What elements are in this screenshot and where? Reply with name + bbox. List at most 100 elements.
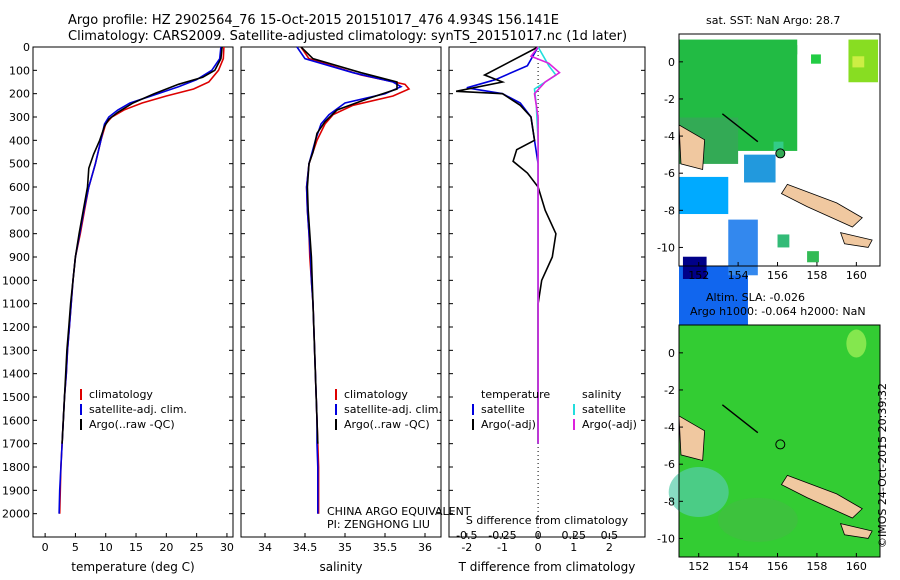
series-line-1 — [58, 46, 225, 514]
map-panel-2: 152 154 156 158 160 0 -2 -4 -6 -8 -10 — [657, 324, 881, 573]
y-tick-label: 1900 — [2, 484, 30, 497]
map-x-tick-label: 154 — [728, 269, 749, 282]
x-tick-label: 5 — [72, 541, 79, 554]
map-x-tick-label: 156 — [767, 560, 788, 573]
y-tick-label: 1100 — [2, 298, 30, 311]
top-axis-label: S difference from climatology — [466, 514, 629, 527]
header-line2: Climatology: CARS2009. Satellite-adjuste… — [68, 29, 628, 44]
x-tick-label: 35.5 — [373, 541, 398, 554]
map-y-tick-label: -4 — [664, 421, 675, 434]
profile-panel-2: 34 34.5 35 35.5 36 salinity climatology satelli… — [240, 46, 442, 574]
x-tick-label: 34 — [258, 541, 272, 554]
land-new-ireland — [721, 113, 759, 143]
y-tick-label: 1000 — [2, 274, 30, 287]
land-solomon-islands — [780, 183, 863, 228]
top-tick-label: -0.5 — [456, 529, 477, 542]
y-tick-label: 800 — [9, 228, 30, 241]
sst-pixel-block — [744, 154, 776, 183]
anomaly-blob — [717, 497, 798, 542]
header-line1: Argo profile: HZ 2902564_76 15-Oct-2015 … — [68, 13, 559, 28]
legend-label: satellite — [582, 403, 626, 416]
series-line-2 — [58, 46, 222, 514]
legend-label: satellite-adj. clim. — [344, 403, 442, 416]
legend-label: Argo(..raw -QC) — [89, 418, 175, 431]
y-tick-label: 1500 — [2, 391, 30, 404]
map-y-tick-label: -6 — [664, 458, 675, 471]
map-y-tick-label: -10 — [657, 241, 675, 254]
x-tick-label: 25 — [190, 541, 204, 554]
x-tick-label: 2 — [606, 541, 613, 554]
series-line-3 — [300, 46, 398, 444]
map-top-title: sat. SST: NaN Argo: 28.7 — [706, 14, 841, 27]
x-tick-label: 34.5 — [293, 541, 318, 554]
argo-location-marker — [775, 439, 786, 450]
map-x-tick-label: 156 — [767, 269, 788, 282]
map-x-tick-label: 152 — [688, 269, 709, 282]
y-tick-label: 500 — [9, 158, 30, 171]
sst-pixel-block — [787, 45, 798, 55]
map-y-tick-label: 0 — [668, 56, 675, 69]
legend-title-temperature: temperature — [481, 388, 550, 401]
y-tick-label: 700 — [9, 204, 30, 217]
land-solomon-islands — [780, 474, 863, 519]
x-tick-label: 36 — [418, 541, 432, 554]
legend-label: Argo(-adj) — [481, 418, 536, 431]
x-axis-label: T difference from climatology — [458, 560, 636, 574]
credit-stamp: ©IMOS 24-Oct-2015 20:39:32 — [876, 382, 889, 548]
x-axis-label: salinity — [319, 560, 362, 574]
annotation-line2: PI: ZENGHONG LIU — [327, 518, 430, 531]
x-tick-label: 35 — [338, 541, 352, 554]
y-tick-label: 1600 — [2, 414, 30, 427]
legend-label: climatology — [344, 388, 408, 401]
map-y-tick-label: -2 — [664, 93, 675, 106]
y-tick-label: 1400 — [2, 368, 30, 381]
y-tick-label: 900 — [9, 251, 30, 264]
profile-panel-1: 0100200300400500600700800900100011001200… — [2, 41, 234, 574]
y-tick-label: 300 — [9, 111, 30, 124]
legend-title-salinity: salinity — [582, 388, 622, 401]
series-line-2 — [455, 46, 557, 444]
x-tick-label: 1 — [570, 541, 577, 554]
series-line-4 — [529, 46, 561, 444]
map-bottom-title-1: Altim. SLA: -0.026 — [706, 291, 806, 304]
x-tick-label: 15 — [129, 541, 143, 554]
sst-pixel-block — [728, 219, 758, 276]
x-axis-label: temperature (deg C) — [71, 560, 194, 574]
x-tick-label: 30 — [220, 541, 234, 554]
y-tick-label: 200 — [9, 88, 30, 101]
sst-pixel-block — [773, 141, 784, 151]
y-tick-label: 1700 — [2, 438, 30, 451]
legend-label: satellite-adj. clim. — [89, 403, 187, 416]
y-tick-label: 100 — [9, 64, 30, 77]
y-tick-label: 1200 — [2, 321, 30, 334]
map-y-tick-label: -8 — [664, 204, 675, 217]
land-new-britain — [678, 415, 706, 461]
map-y-tick-label: -10 — [657, 532, 675, 545]
map-x-tick-label: 158 — [806, 269, 827, 282]
series-line-3 — [61, 46, 223, 444]
map-y-tick-label: -2 — [664, 384, 675, 397]
map-y-tick-label: -4 — [664, 130, 675, 143]
sst-pixel-block — [682, 256, 707, 279]
sst-pixel-block — [777, 234, 790, 248]
map-x-tick-label: 160 — [846, 560, 867, 573]
sst-pixel-block — [811, 54, 821, 64]
series-line-1 — [466, 46, 539, 444]
map-x-tick-label: 152 — [688, 560, 709, 573]
annotation-line1: CHINA ARGO EQUIVALENT — [327, 505, 471, 518]
y-tick-label: 1800 — [2, 461, 30, 474]
legend-label: satellite — [481, 403, 525, 416]
land-new-ireland — [721, 404, 759, 434]
sst-pixel-block — [852, 56, 865, 68]
map-x-tick-label: 154 — [728, 560, 749, 573]
anomaly-blob — [846, 329, 867, 358]
map-x-tick-label: 160 — [846, 269, 867, 282]
y-tick-label: 600 — [9, 181, 30, 194]
map-y-tick-label: -8 — [664, 495, 675, 508]
sst-pixel-block — [679, 176, 729, 215]
y-tick-label: 0 — [23, 41, 30, 54]
plot-frame — [32, 46, 234, 538]
map-y-tick-label: -6 — [664, 167, 675, 180]
sst-pixel-block — [807, 251, 819, 263]
